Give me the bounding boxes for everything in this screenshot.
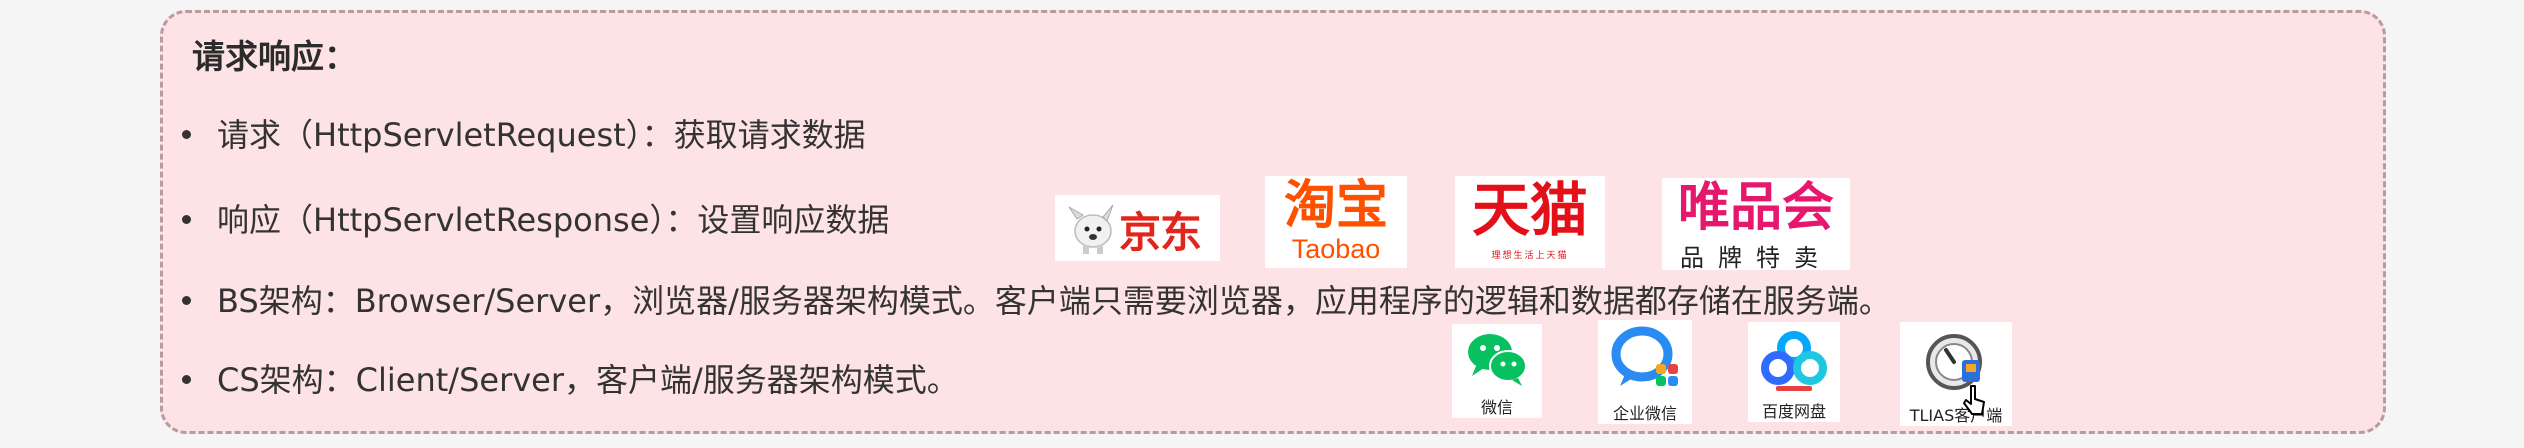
wecom-app: 企业微信 [1598,320,1692,424]
list-item-text: 请求（HttpServletRequest）：获取请求数据 [217,116,866,154]
bullet [182,374,191,384]
list-item-cs-architecture: CS架构：Client/Server，客户端/服务器架构模式。 [182,355,959,401]
bullet [182,295,191,305]
vip-logo: 唯品会 品牌特卖 [1662,178,1850,272]
taobao-english: Taobao [1291,234,1381,264]
tlias-client-icon [1926,334,1982,390]
mouse-pointer-icon [1963,385,1985,415]
section-title: 请求响应： [192,37,357,76]
tmall-wordmark: 天猫 [1471,176,1588,244]
baidu-netdisk-app: 百度网盘 [1748,322,1840,422]
tmall-slogan: 理想生活上天猫 [1491,251,1569,261]
list-item-bs-architecture: BS架构：Browser/Server，浏览器/服务器架构模式。客户端只需要浏览… [182,276,1891,322]
vip-subtitle: 品牌特卖 [1680,244,1832,272]
tlias-client-app: TLIAS客户端 [1900,322,2012,426]
list-item-response: 响应（HttpServletResponse）：设置响应数据 [182,195,889,241]
wecom-label: 企业微信 [1612,404,1677,423]
list-item-request: 请求（HttpServletRequest）：获取请求数据 [182,110,866,156]
list-item-text: BS架构：Browser/Server，浏览器/服务器架构模式。客户端只需要浏览… [217,282,1891,320]
taobao-wordmark: 淘宝 [1283,176,1388,236]
jd-logo: 京东 [1055,195,1220,261]
taobao-logo: 淘宝 Taobao [1265,176,1407,268]
wechat-app: 微信 [1452,324,1542,418]
bullet [182,214,191,224]
wechat-label: 微信 [1480,398,1513,417]
jd-wordmark: 京东 [1119,208,1202,257]
vip-wordmark: 唯品会 [1677,178,1834,238]
list-item-text: 响应（HttpServletResponse）：设置响应数据 [217,201,890,239]
jd-dog-icon [1068,204,1114,254]
list-item-text: CS架构：Client/Server，客户端/服务器架构模式。 [217,361,959,399]
baidu-netdisk-icon [1761,331,1827,391]
wecom-icon [1611,326,1678,386]
tlias-client-label: TLIAS客户端 [1909,406,2003,425]
tmall-logo: 天猫 理想生活上天猫 [1455,176,1605,268]
bullet [182,129,191,139]
baidu-netdisk-label: 百度网盘 [1761,402,1826,421]
wechat-icon [1468,334,1527,386]
